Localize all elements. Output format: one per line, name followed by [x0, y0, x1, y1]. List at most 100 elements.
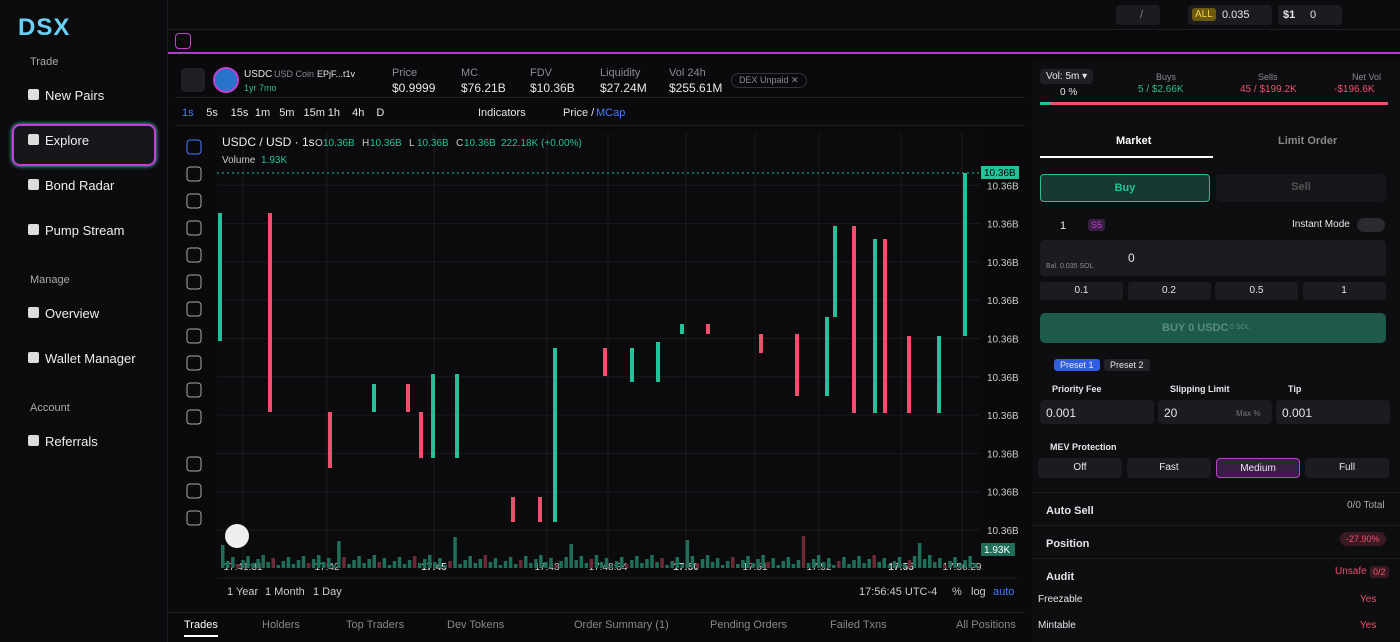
stat-label: Vol 24h [669, 67, 706, 79]
nav-item[interactable]: Referrals [45, 434, 98, 449]
volume-bar [731, 557, 735, 568]
buy-button[interactable] [1040, 313, 1386, 343]
volume-bar [458, 564, 462, 568]
back[interactable] [181, 68, 205, 92]
tab[interactable]: Pending Orders [710, 619, 788, 631]
nav-item[interactable]: Bond Radar [45, 178, 115, 193]
volume-bar [513, 564, 518, 568]
volume-bar [660, 558, 664, 568]
amount[interactable]: 0 [1128, 251, 1135, 265]
bottom-tabs: Trades Holders Top Traders Dev Tokens Order … [168, 612, 1025, 642]
volume-bar [690, 556, 695, 568]
volume-bar [574, 560, 578, 568]
volume-bar [771, 558, 775, 568]
instant-mode[interactable]: Instant Mode [1292, 219, 1350, 230]
indicators[interactable]: Indicators [478, 107, 526, 119]
balance-all[interactable]: ALL 0.035 [1188, 5, 1272, 25]
interval[interactable]: 5s [206, 107, 218, 119]
plot-bg [217, 132, 980, 568]
candle [680, 324, 684, 334]
preset[interactable]: Preset 1 [1054, 359, 1100, 371]
buy-side[interactable]: Buy [1040, 174, 1210, 202]
volume-bar [655, 562, 659, 568]
audit-label: Freezable [1038, 594, 1083, 605]
pin[interactable] [175, 33, 191, 49]
sell-side[interactable]: Sell [1216, 174, 1386, 202]
tool-icon [186, 247, 202, 263]
mcap-toggle[interactable]: MCap [596, 107, 626, 119]
volume-bar [736, 564, 740, 568]
volume-bar [327, 558, 331, 568]
tab[interactable]: Failed Txns [830, 619, 887, 631]
volume-bar [842, 557, 846, 568]
volume-bar [337, 541, 341, 568]
tab[interactable]: All Positions [956, 619, 1016, 631]
fee-box[interactable] [1040, 400, 1154, 424]
position-value: -27.90% [1340, 532, 1386, 546]
quick-amount[interactable]: 0.1 [1040, 282, 1123, 300]
candle [883, 239, 887, 413]
interval[interactable]: 15s [230, 107, 249, 119]
volume-bar [776, 565, 780, 568]
y-tick-label: 10.36B [987, 449, 1019, 460]
toggle[interactable] [1357, 218, 1385, 232]
pair-label: USDC / USD · 1s [222, 135, 315, 149]
interval[interactable]: 5m [279, 107, 295, 119]
interval[interactable]: 1m [254, 107, 271, 119]
mev-option[interactable]: Fast [1127, 458, 1211, 478]
interval[interactable]: 1s [182, 107, 194, 119]
balance-s[interactable]: $1 0 [1278, 5, 1342, 25]
volume-bar [604, 558, 609, 568]
audit-value: Yes [1360, 620, 1377, 631]
fee-box[interactable] [1158, 400, 1272, 424]
quick-amount[interactable]: 1 [1302, 282, 1386, 300]
tab[interactable]: Order Summary (1) [574, 619, 669, 631]
volume-bar [700, 559, 705, 568]
tab[interactable]: Dev Tokens [447, 619, 505, 631]
order-tab[interactable]: Limit Order [1278, 135, 1338, 147]
interval[interactable]: D [376, 107, 385, 119]
volume-bar [645, 559, 649, 568]
section-header[interactable]: Audit [1046, 571, 1075, 583]
interval[interactable]: 1h [327, 107, 341, 119]
mev-option[interactable]: Off [1038, 458, 1122, 478]
search[interactable]: / [1116, 5, 1160, 25]
interval[interactable]: 4h [352, 107, 365, 119]
preset[interactable]: Preset 2 [1104, 359, 1150, 371]
vol-select[interactable]: Vol: 5m ▾ [1040, 69, 1094, 84]
candle [907, 336, 911, 413]
tab[interactable]: Top Traders [346, 619, 405, 631]
fee-box[interactable] [1276, 400, 1390, 424]
quick-amount[interactable]: 0.5 [1215, 282, 1298, 300]
y-tick-label: 10.36B [987, 373, 1019, 384]
tab[interactable]: Trades [184, 619, 218, 637]
volume-bar [316, 555, 321, 568]
mev-option[interactable]: Medium [1216, 458, 1300, 478]
nav-item[interactable]: New Pairs [45, 88, 105, 103]
volume-bar [726, 561, 730, 568]
mev-option[interactable]: Full [1305, 458, 1389, 478]
price-tag: 10.36B [984, 168, 1016, 179]
tool-icon [186, 166, 202, 182]
y-tick-label: 10.36B [987, 220, 1019, 231]
section-header[interactable]: Auto Sell [1046, 505, 1094, 517]
volume-bar [367, 559, 371, 568]
quick-amount[interactable]: 0.2 [1127, 282, 1211, 300]
volume-bar [402, 564, 407, 568]
nav-item[interactable]: Wallet Manager [45, 351, 136, 366]
footer-item: 1 Month [265, 586, 305, 598]
price-toggle[interactable]: Price / [563, 107, 595, 119]
nav: Trade New Pairs Explore Bond Radar Pump Stre… [0, 0, 168, 642]
wallet-count[interactable]: 1 [1060, 220, 1067, 232]
tab[interactable]: Holders [262, 619, 300, 631]
candle [963, 173, 967, 336]
order-tab[interactable]: Market [1116, 135, 1152, 147]
unsafe: Unsafe [1335, 566, 1367, 577]
all-value: 0.035 [1222, 9, 1250, 21]
nav-item[interactable]: Explore [45, 133, 90, 148]
interval[interactable]: 15m [303, 107, 325, 119]
volume-bar [579, 556, 584, 568]
section-header[interactable]: Position [1046, 538, 1090, 550]
nav-item[interactable]: Pump Stream [45, 223, 125, 238]
nav-item[interactable]: Overview [45, 306, 100, 321]
